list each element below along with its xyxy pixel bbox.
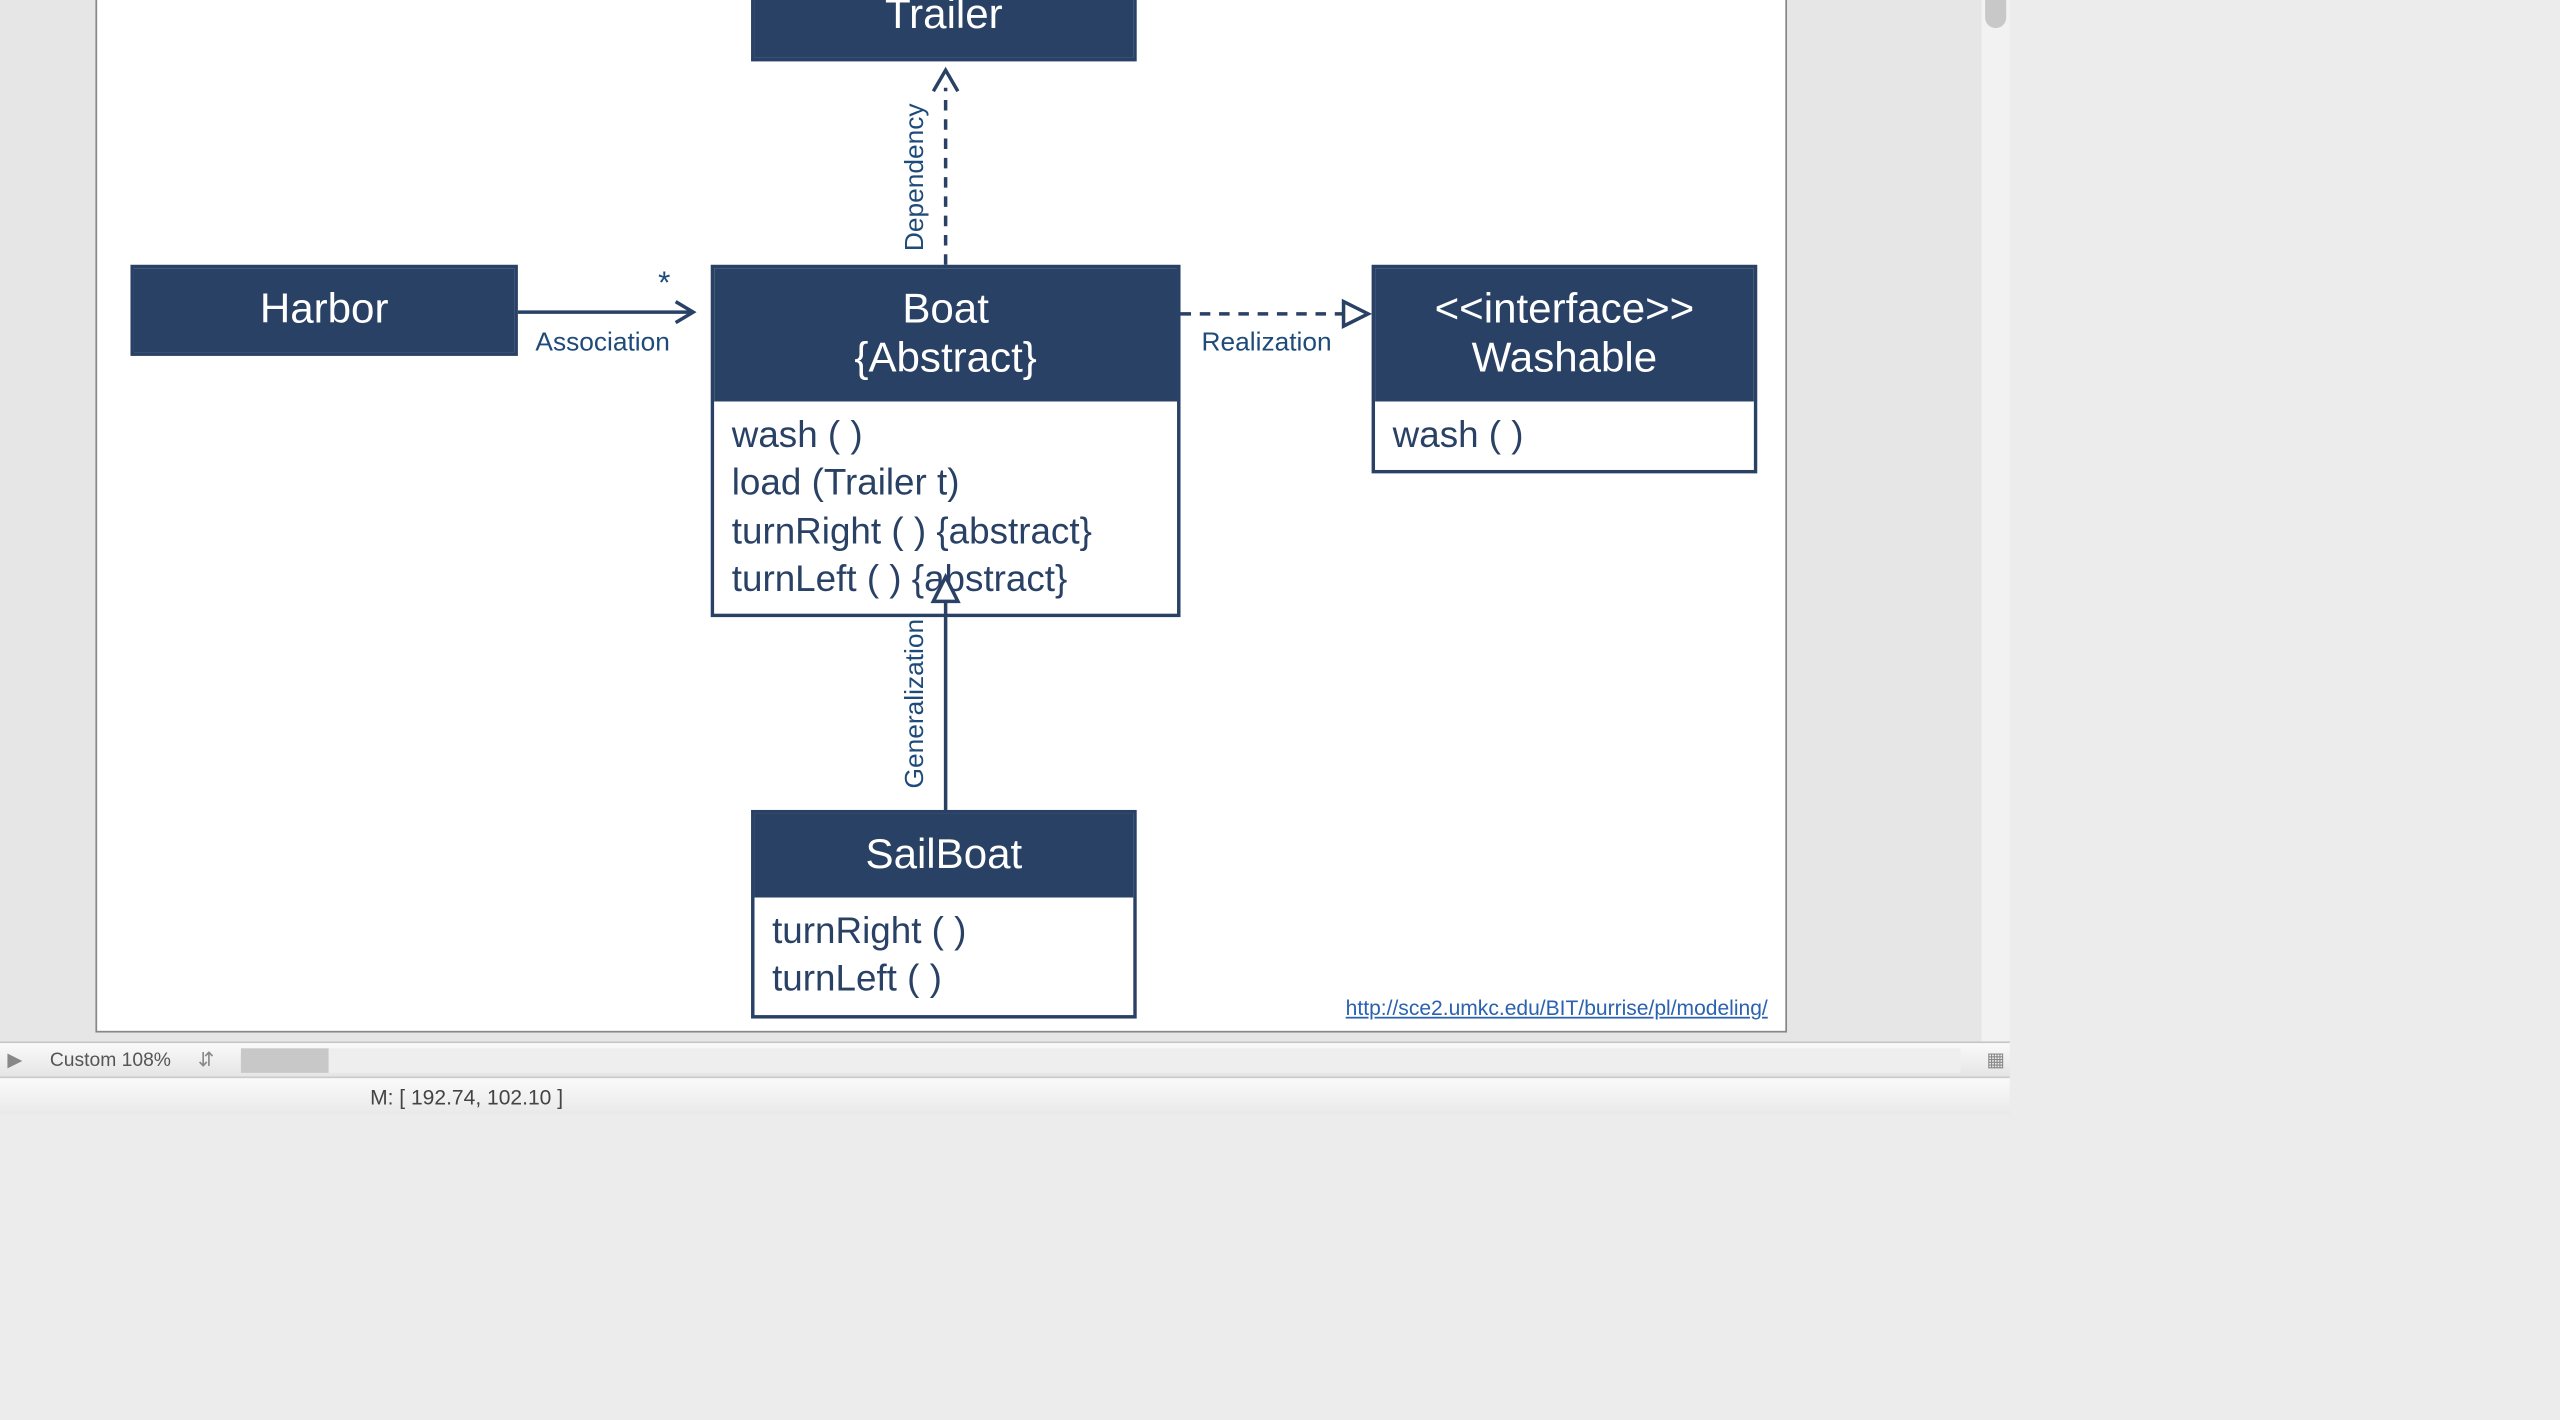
edge-dependency[interactable] xyxy=(930,67,965,265)
vertical-scrollbar[interactable] xyxy=(1982,0,2010,1041)
edge-multiplicity: * xyxy=(658,265,670,302)
page-bar: ❚❚ ◀ ▶ Custom 108% ⇵ ▦ xyxy=(0,1041,2010,1076)
canvas-area[interactable]: Trailer Harbor Boat {Abstract} wash ( ) … xyxy=(0,0,2010,1041)
edge-realization[interactable] xyxy=(1181,296,1372,331)
edge-association[interactable] xyxy=(518,296,711,331)
node-title: <<interface>> Washable xyxy=(1375,268,1754,401)
node-sailboat[interactable]: SailBoat turnRight ( ) turnLeft ( ) xyxy=(751,810,1137,1018)
node-trailer[interactable]: Trailer xyxy=(751,0,1137,61)
node-boat[interactable]: Boat {Abstract} wash ( ) load (Trailer t… xyxy=(711,265,1181,618)
node-harbor[interactable]: Harbor xyxy=(130,265,517,356)
edge-label-dependency: Dependency xyxy=(900,103,930,251)
node-title: Boat {Abstract} xyxy=(714,268,1177,401)
zoom-label[interactable]: Custom 108% xyxy=(39,1049,181,1070)
edge-label-association: Association xyxy=(535,328,669,358)
horizontal-scrollbar[interactable] xyxy=(241,1047,1961,1072)
edge-label-generalization: Generalization xyxy=(900,619,930,789)
grid-corner-icon[interactable]: ▦ xyxy=(1982,1047,2010,1072)
node-body: wash ( ) load (Trailer t) turnRight ( ) … xyxy=(714,401,1177,613)
node-body: wash ( ) xyxy=(1375,401,1754,470)
node-title: SailBoat xyxy=(755,813,1134,897)
status-bar: Ready M: [ 192.74, 102.10 ] xyxy=(0,1076,2010,1115)
node-body: turnRight ( ) turnLeft ( ) xyxy=(755,898,1134,1015)
footer-link[interactable]: http://sce2.umkc.edu/BIT/burrise/pl/mode… xyxy=(1346,996,1768,1021)
canvas[interactable]: Trailer Harbor Boat {Abstract} wash ( ) … xyxy=(95,0,1787,1033)
mouse-coords: M: [ 192.74, 102.10 ] xyxy=(370,1084,563,1109)
node-title: Trailer xyxy=(755,0,1134,58)
next-page-icon[interactable]: ▶ xyxy=(1,1047,29,1072)
node-washable[interactable]: <<interface>> Washable wash ( ) xyxy=(1372,265,1758,474)
zoom-stepper-icon[interactable]: ⇵ xyxy=(192,1047,220,1072)
node-title: Harbor xyxy=(134,268,514,352)
edge-label-realization: Realization xyxy=(1202,328,1332,358)
